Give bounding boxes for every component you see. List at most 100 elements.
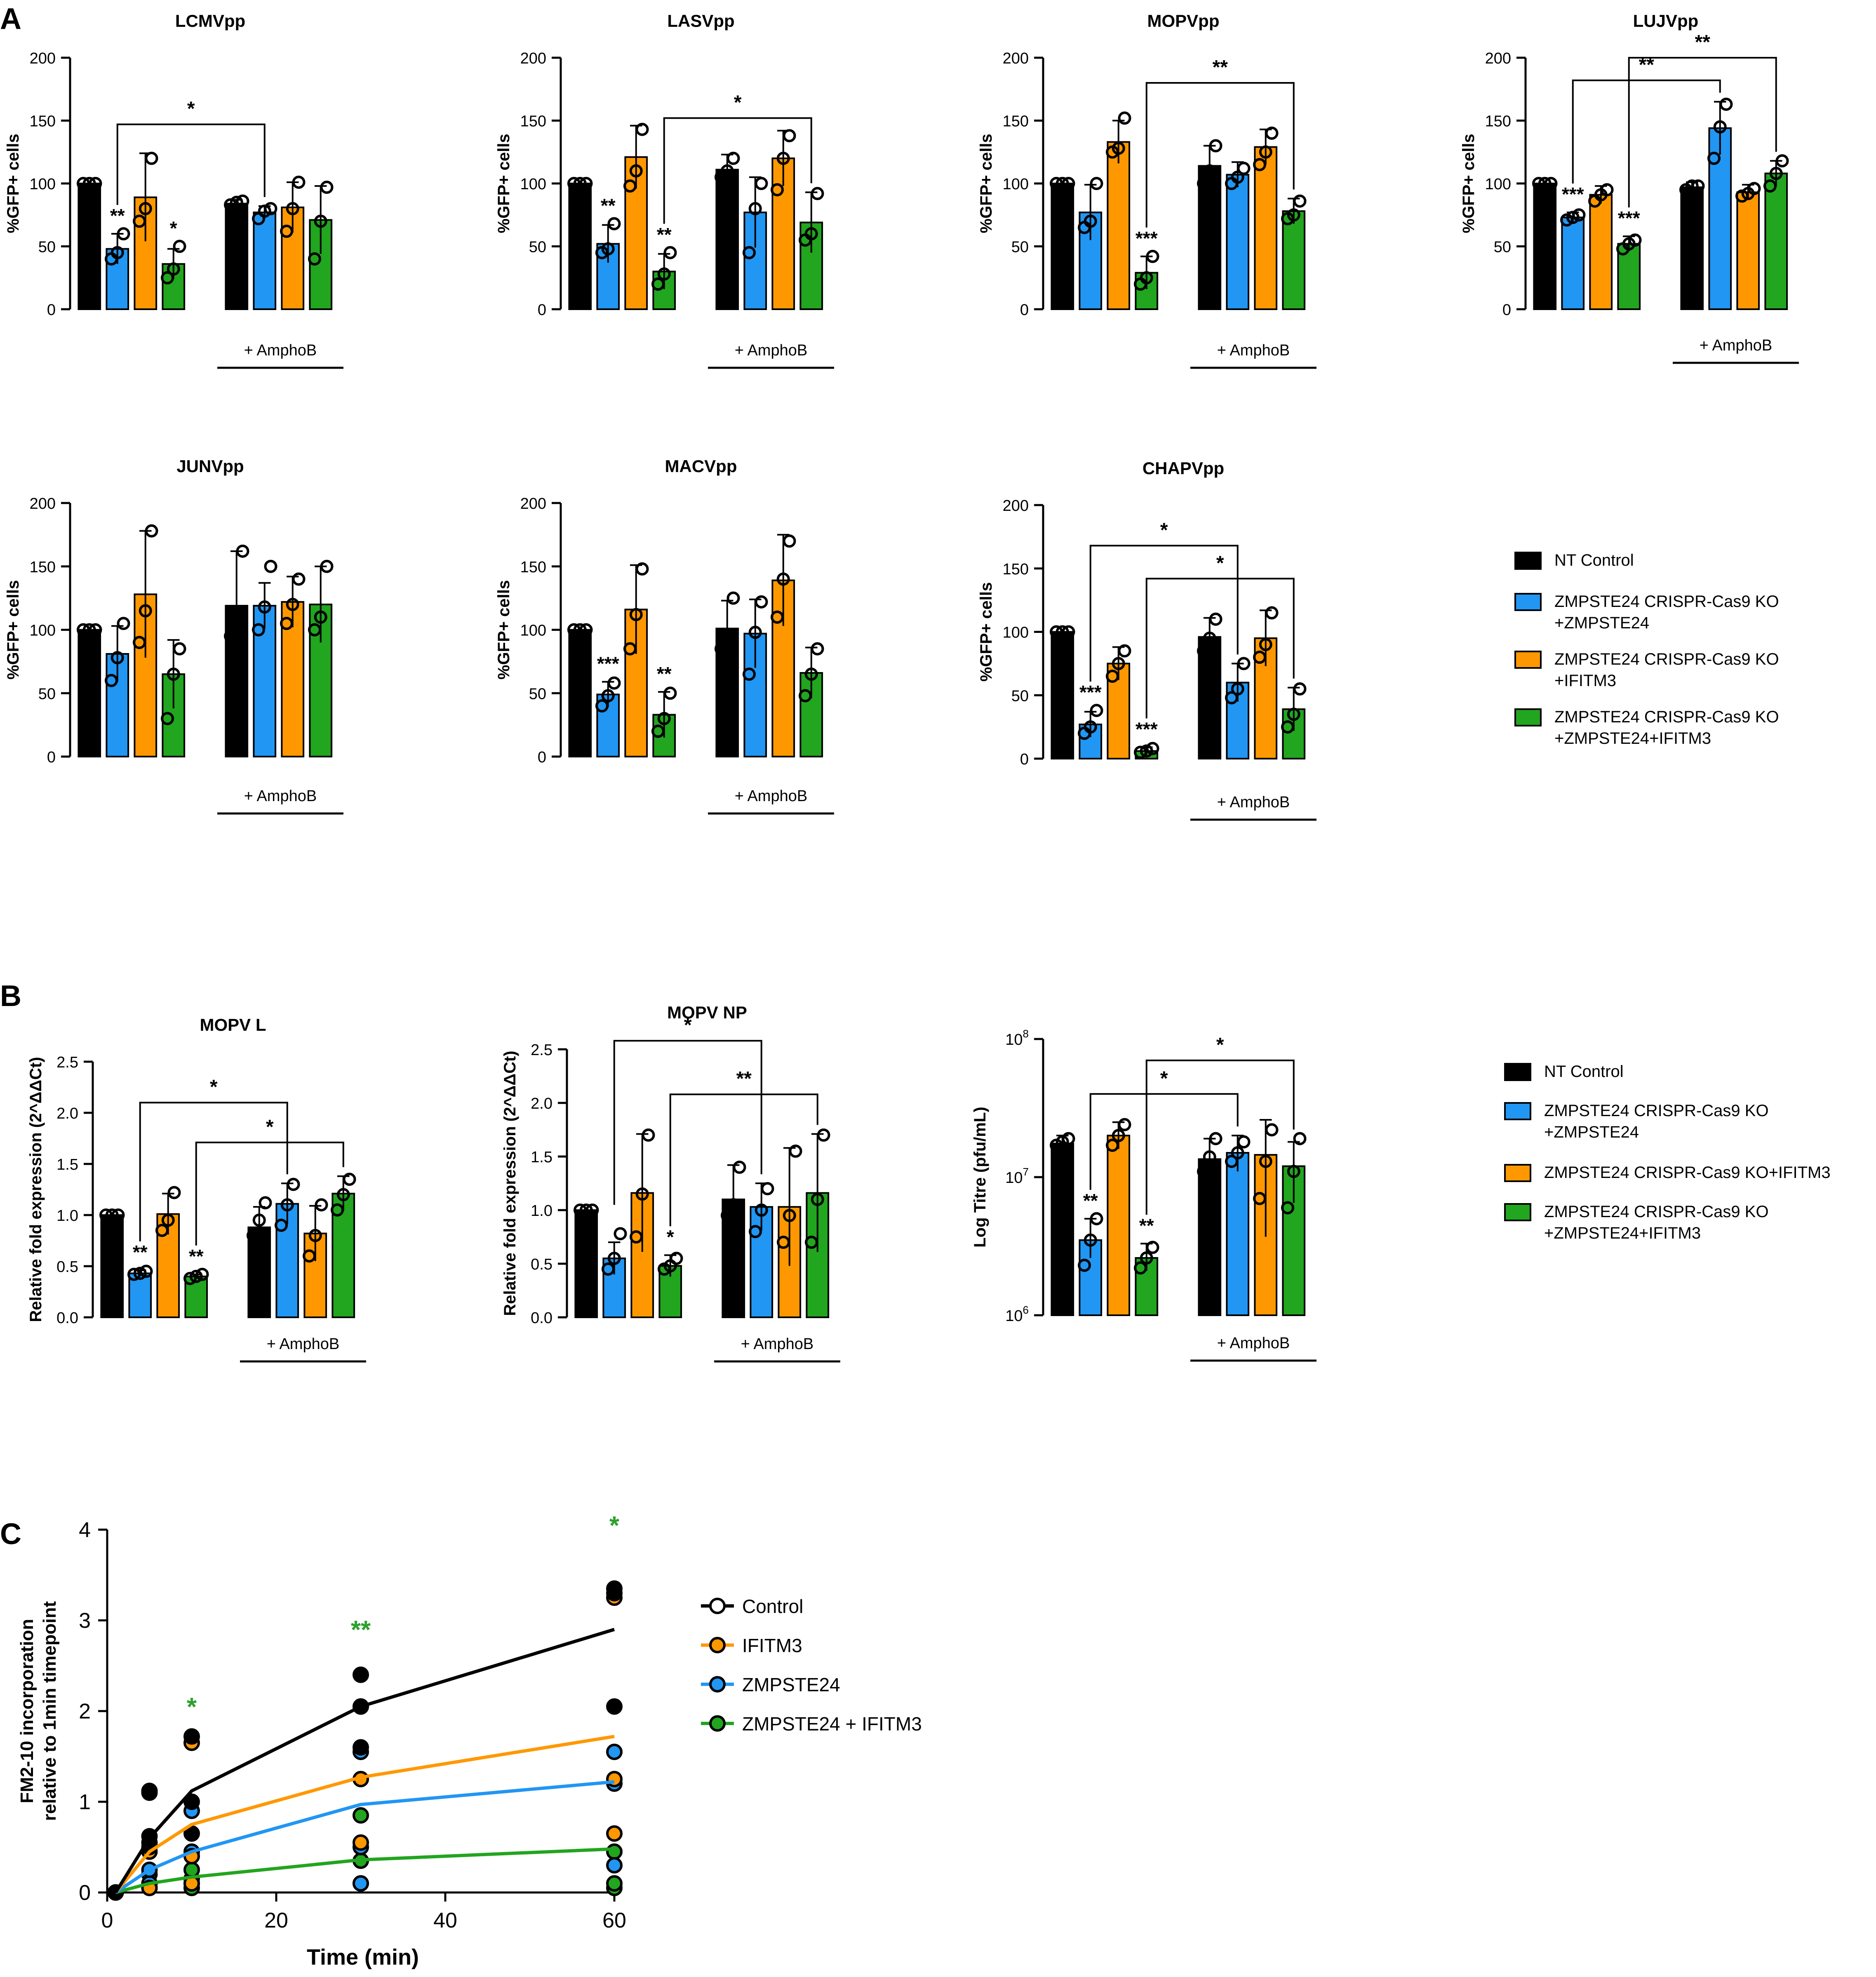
data-point (76, 177, 90, 190)
data-point (1209, 139, 1222, 153)
significance-star: ** (189, 1246, 204, 1267)
y-axis-label: Relative fold expression (2^ΔΔCt) (27, 1057, 45, 1322)
data-point (264, 559, 277, 573)
data-point (748, 202, 762, 215)
significance-star: * (187, 1693, 197, 1721)
y-tick-label: 150 (520, 559, 546, 576)
bracket-star: * (1216, 552, 1224, 574)
data-point (167, 668, 180, 681)
data-point (1293, 1132, 1307, 1145)
data-point (714, 642, 728, 656)
legend-label: ZMPSTE24 CRISPR-Cas9 KO (1554, 592, 1779, 611)
data-point (629, 608, 643, 621)
series-line (115, 1780, 615, 1894)
data-point (770, 183, 784, 197)
data-point (236, 194, 249, 208)
data-point (651, 724, 665, 738)
significance-star: *** (1562, 183, 1584, 205)
data-point (742, 668, 756, 681)
series-point (606, 1771, 623, 1787)
data-point (183, 1272, 197, 1285)
series-line (114, 1735, 615, 1894)
data-point (133, 1267, 147, 1280)
bar (331, 1192, 355, 1318)
bar (1282, 210, 1306, 310)
series-point (183, 1728, 200, 1745)
data-point (343, 1173, 356, 1186)
data-point (1112, 141, 1125, 155)
y-tick-label: 0.5 (56, 1258, 78, 1276)
data-point (635, 122, 649, 136)
y-tick-label: 100 (30, 622, 56, 639)
data-point (1253, 651, 1266, 664)
y-tick-label: 100 (30, 176, 56, 193)
data-point (1056, 625, 1069, 639)
legend-label: NT Control (1554, 551, 1634, 569)
chart-7: MOPV L 0.0 0.5 1.0 1.5 2.0 2.5 Relative fold ex… (27, 1015, 366, 1363)
data-point (635, 562, 649, 576)
data-point (607, 217, 621, 230)
data-point (1140, 271, 1153, 284)
series-line (115, 1847, 615, 1894)
bar (253, 212, 277, 310)
data-point (252, 623, 265, 637)
data-point (783, 534, 796, 548)
y-tick-label: 0.0 (56, 1309, 78, 1327)
data-point (817, 1128, 830, 1142)
series-point (353, 1807, 369, 1824)
y-tick-label: 50 (38, 239, 56, 256)
significance-star: *** (597, 653, 619, 675)
y-tick-label: 100 (520, 622, 546, 639)
legend-label: ZMPSTE24 CRISPR-Cas9 KO (1554, 650, 1779, 668)
data-point (811, 642, 824, 656)
y-axis-label: %GFP+ cells (977, 582, 995, 682)
data-point (579, 623, 593, 637)
data-point (230, 623, 243, 637)
data-point (1056, 177, 1069, 190)
data-point (1077, 1258, 1091, 1272)
y-tick-label: 106 (1005, 1304, 1029, 1325)
bar (1764, 172, 1788, 310)
data-point (1197, 1165, 1210, 1178)
data-point (1259, 145, 1272, 159)
data-point (663, 246, 677, 259)
bar (78, 183, 101, 310)
y-tick-label: 100 (1003, 176, 1029, 193)
series-point (606, 1857, 623, 1874)
data-point (1293, 682, 1307, 696)
data-point (1253, 1192, 1266, 1205)
chart-title: LCMVpp (175, 11, 245, 31)
significance-star: ** (133, 1241, 148, 1263)
bar (1561, 216, 1585, 310)
data-point (804, 227, 818, 240)
data-point (657, 712, 671, 725)
legend-label: Control (742, 1596, 803, 1617)
series-point (141, 1782, 158, 1799)
data-point (145, 152, 158, 165)
data-point (155, 1224, 169, 1237)
data-point (798, 689, 812, 703)
legend-swatch (1514, 593, 1542, 611)
legend-swatch (1504, 1203, 1531, 1221)
data-point (132, 214, 146, 228)
data-point (1203, 164, 1216, 178)
data-point (1763, 179, 1777, 193)
bracket-star: * (1160, 519, 1168, 541)
data-point (1237, 657, 1251, 670)
series-point (183, 1862, 200, 1878)
series-point (183, 1825, 200, 1842)
data-point (670, 1252, 683, 1265)
data-point (264, 202, 277, 215)
y-tick-label: 1.5 (56, 1156, 78, 1173)
data-point (776, 572, 790, 586)
y-tick-label: 200 (520, 50, 546, 67)
chart-title: MACVpp (665, 456, 737, 476)
data-point (1707, 152, 1721, 165)
data-point (1259, 638, 1272, 651)
bar (1226, 174, 1250, 310)
legend-label: ZMPSTE24 CRISPR-Cas9 KO (1544, 1203, 1769, 1221)
legend-label: ZMPSTE24 CRISPR-Cas9 KO (1544, 1102, 1769, 1120)
data-point (789, 1145, 802, 1158)
y-tick-label: 200 (1485, 50, 1511, 67)
